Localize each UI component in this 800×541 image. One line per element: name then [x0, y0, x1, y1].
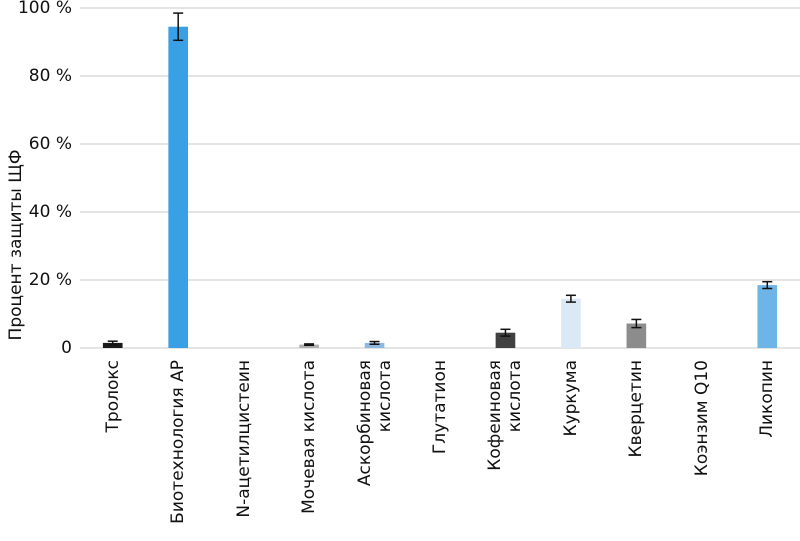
x-tick-label: Кверцетин	[626, 360, 647, 458]
y-tick-label: 20 %	[29, 270, 72, 290]
x-tick-label: Биотехнология AP	[168, 360, 189, 524]
bar	[102, 342, 123, 348]
error-bar	[631, 318, 642, 329]
bar	[561, 298, 581, 348]
bar	[364, 342, 385, 348]
bar	[626, 323, 647, 348]
y-axis-label: Процент защиты ЩФ	[6, 150, 26, 341]
error-bar	[500, 328, 511, 337]
y-tick-label: 80 %	[29, 66, 72, 86]
bar	[168, 26, 188, 348]
error-bar	[173, 12, 184, 42]
x-tick-label: Тролокс	[102, 360, 123, 433]
y-tick-label: 40 %	[29, 202, 72, 222]
x-tick-label: Куркума	[560, 360, 581, 437]
error-bar	[762, 280, 773, 290]
x-tick-label: Коэнзим Q10	[691, 360, 712, 477]
y-tick-label: 60 %	[29, 134, 72, 154]
error-bar	[565, 294, 576, 303]
bar	[757, 285, 778, 348]
x-tick-label: Аскорбиновая кислота	[354, 360, 395, 487]
x-tick-label: Мочевая кислота	[299, 360, 320, 514]
error-bar	[369, 340, 380, 346]
bar	[299, 344, 319, 348]
x-tick-label: Кофеиновая кислота	[485, 360, 526, 471]
error-bar	[304, 343, 315, 347]
error-bar	[107, 340, 118, 346]
x-tick-label: Глутатион	[430, 360, 450, 455]
x-tick-label: Ликопин	[757, 360, 778, 438]
y-tick-label: 100 %	[18, 0, 72, 18]
y-tick-label: 0	[61, 338, 72, 358]
x-tick-label: N-ацетилцистеин	[233, 360, 254, 518]
